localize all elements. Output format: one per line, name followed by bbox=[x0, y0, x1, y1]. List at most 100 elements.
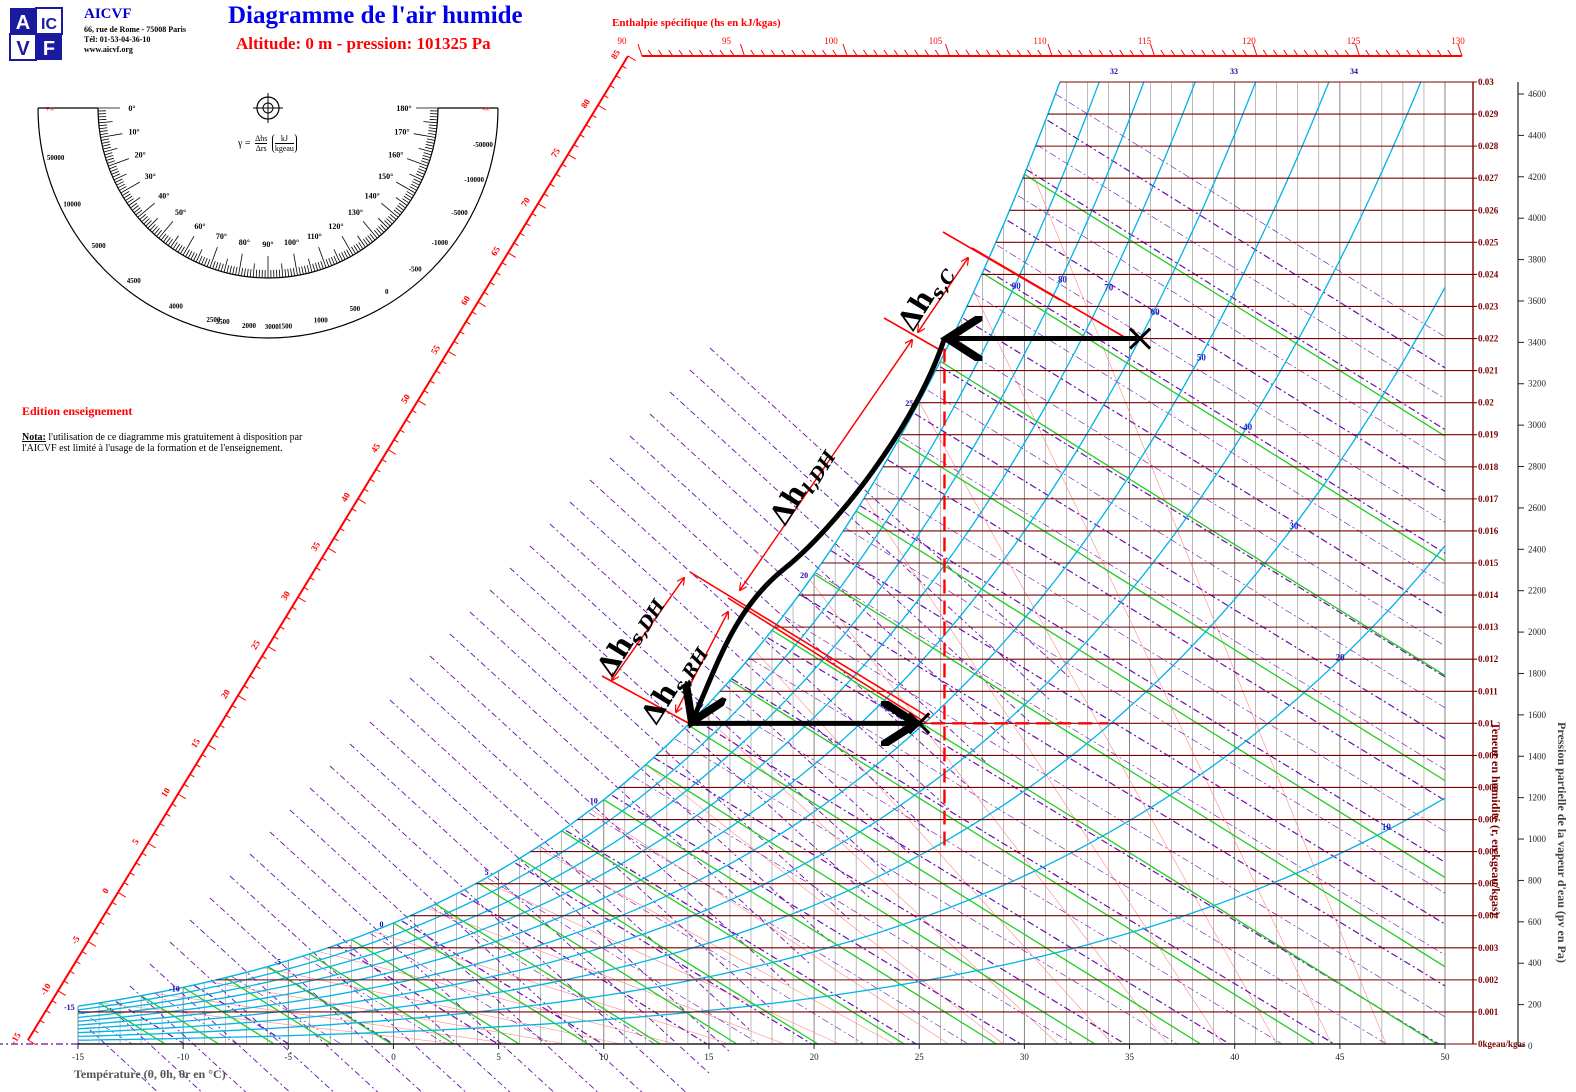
protractor-value-label: 10000 bbox=[63, 201, 81, 209]
protractor-tick bbox=[167, 238, 174, 246]
enthalpy-diagonal-tick bbox=[579, 134, 585, 138]
enthalpy-top-tick bbox=[1088, 49, 1094, 57]
pressure-tick-label: 1400 bbox=[1528, 751, 1547, 761]
enthalpy-diagonal-tick bbox=[549, 183, 555, 187]
enthalpy-extension bbox=[489, 589, 851, 921]
enthalpy-top-tick bbox=[1416, 49, 1422, 57]
pressure-tick-label: 0 bbox=[1528, 1041, 1533, 1051]
enthalpy-line bbox=[1026, 169, 1446, 431]
protractor-tick bbox=[409, 186, 417, 191]
protractor-angle-label: 70° bbox=[216, 232, 227, 241]
protractor-tick bbox=[369, 233, 376, 241]
protractor-tick bbox=[212, 261, 216, 269]
protractor-tick bbox=[413, 133, 436, 138]
enthalpy-line bbox=[193, 984, 290, 1045]
enthalpy-line bbox=[927, 390, 1446, 709]
enthalpy-top-tick bbox=[1385, 49, 1391, 57]
formula-lhs: γ = bbox=[238, 137, 251, 149]
x-tick-label: 0 bbox=[391, 1052, 396, 1062]
enthalpy-top-tick-label: 130 bbox=[1451, 36, 1465, 46]
wetbulb-line bbox=[224, 977, 333, 1045]
enthalpy-line bbox=[515, 862, 812, 1045]
wetbulb-line bbox=[561, 830, 905, 1045]
enthalpy-top-tick-label: 120 bbox=[1242, 36, 1256, 46]
enthalpy-top-tick bbox=[1334, 49, 1340, 57]
enthalpy-diagonal-tick bbox=[537, 203, 546, 209]
protractor-tick bbox=[378, 218, 389, 229]
enthalpy-extension bbox=[689, 369, 1051, 701]
enthalpy-top-tick bbox=[1437, 49, 1442, 57]
enthalpy-top-tick-label: 110 bbox=[1033, 36, 1047, 46]
wetbulb-line bbox=[603, 799, 997, 1045]
protractor-tick bbox=[287, 268, 290, 277]
label-dh-sc: Δhs,C bbox=[891, 257, 961, 339]
enthalpy-diagonal-tick bbox=[513, 242, 519, 246]
moisture-tick-label: 0.019 bbox=[1478, 430, 1499, 440]
enthalpy-diagonal-tick bbox=[609, 85, 615, 89]
enthalpy-diagonal-tick bbox=[315, 567, 321, 571]
enthalpy-diagonal-tick bbox=[261, 655, 267, 660]
enthalpy-line bbox=[984, 268, 1446, 554]
rh-curve bbox=[77, 81, 1145, 1015]
protractor-angle-label: 160° bbox=[388, 151, 403, 160]
enthalpy-diagonal-label: 30 bbox=[279, 589, 293, 602]
enthalpy-top-tick bbox=[934, 49, 940, 57]
wetbulb-line bbox=[182, 986, 275, 1045]
enthalpy-line bbox=[963, 317, 1446, 616]
enthalpy-diagonal-tick bbox=[423, 390, 429, 394]
rh-curve bbox=[77, 797, 1446, 1041]
volume-line bbox=[427, 907, 785, 1045]
volume-line bbox=[1028, 163, 1387, 1045]
protractor-tick bbox=[201, 256, 206, 265]
enthalpy-line bbox=[1007, 219, 1446, 492]
logo-square-f bbox=[36, 34, 62, 60]
process-dehumid-curve bbox=[694, 337, 947, 718]
enthalpy-top-tick bbox=[965, 49, 971, 57]
volume-line bbox=[481, 880, 840, 1045]
protractor-tick bbox=[130, 202, 138, 209]
enthalpy-top-tick bbox=[791, 49, 797, 57]
rh-curve bbox=[77, 545, 1446, 1038]
wetbulb-line bbox=[813, 573, 1446, 968]
enthalpy-top-tick-label: 115 bbox=[1138, 36, 1152, 46]
logo-letter-ic: IC bbox=[41, 16, 57, 33]
enthalpy-diagonal-tick bbox=[447, 350, 456, 357]
enthalpy-top-tick bbox=[1426, 49, 1432, 57]
wetbulb-label: 25 bbox=[905, 399, 913, 408]
protractor-tick bbox=[362, 221, 378, 239]
delta-h-subscript: l,DH bbox=[799, 447, 842, 498]
enthalpy-diagonal-tick bbox=[237, 695, 246, 701]
org-name: AICVF bbox=[84, 6, 132, 22]
x-tick-label: -15 bbox=[72, 1052, 84, 1062]
aicvf-logo: A IC V F bbox=[9, 7, 63, 61]
enthalpy-line bbox=[731, 678, 1335, 1045]
enthalpy-lines bbox=[0, 93, 1446, 1045]
enthalpy-diagonal-tick bbox=[321, 557, 327, 561]
protractor-angle-label: 50° bbox=[175, 208, 186, 217]
protractor-tick bbox=[232, 266, 235, 275]
protractor-tick bbox=[101, 138, 110, 141]
volume-line bbox=[809, 579, 1168, 1045]
enthalpy-line bbox=[830, 550, 1446, 925]
enthalpy-line bbox=[269, 967, 394, 1045]
enthalpy-diagonal-tick bbox=[339, 527, 345, 532]
enthalpy-line bbox=[902, 437, 1446, 770]
chart-title: Diagramme de l'air humide bbox=[228, 2, 523, 29]
enthalpy-diagonal-tick bbox=[519, 232, 525, 237]
protractor-angle-label: 40° bbox=[158, 191, 169, 200]
enthalpy-top-tick bbox=[1211, 49, 1217, 57]
enthalpy-diagonal-tick bbox=[393, 439, 399, 443]
protractor-tick bbox=[177, 245, 183, 253]
x-tick-label: 25 bbox=[915, 1052, 925, 1062]
protractor-tick bbox=[238, 253, 243, 276]
enthalpy-diagonal-tick bbox=[285, 616, 291, 620]
formula-denominator: Δrs bbox=[255, 144, 267, 153]
protractor-tick bbox=[203, 258, 208, 266]
protractor-tick bbox=[104, 152, 113, 156]
enthalpy-top-tick bbox=[1139, 49, 1145, 57]
protractor-tick bbox=[170, 235, 179, 248]
protractor-tick bbox=[172, 242, 178, 250]
protractor-tick bbox=[406, 158, 428, 167]
wetbulb-label: 0 bbox=[379, 920, 383, 929]
